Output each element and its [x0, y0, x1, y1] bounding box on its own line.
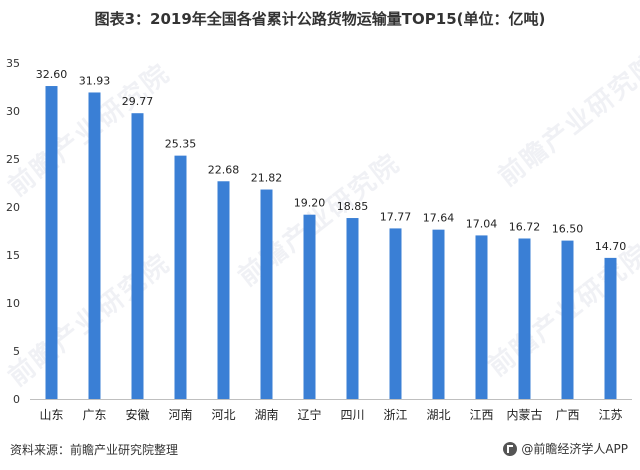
bar	[346, 218, 359, 399]
source-note: 资料来源：前瞻产业研究院整理	[10, 443, 179, 457]
x-tick-label: 河南	[168, 407, 192, 422]
bar	[260, 189, 273, 399]
bar	[131, 113, 144, 399]
x-tick-label: 内蒙古	[506, 407, 542, 422]
y-tick-label: 30	[6, 105, 20, 118]
chart-title: 图表3：2019年全国各省累计公路货物运输量TOP15(单位：亿吨)	[94, 10, 546, 28]
brand-credit-text: @前瞻经济学人APP	[521, 442, 628, 456]
x-tick-label: 浙江	[383, 408, 407, 422]
bar-value-label: 25.35	[165, 138, 197, 151]
bar	[303, 214, 316, 399]
x-tick-label: 江苏	[598, 408, 622, 422]
bar-value-label: 17.64	[423, 212, 455, 225]
x-tick-label: 湖南	[254, 407, 278, 422]
bar-value-label: 16.50	[552, 223, 584, 236]
bar-value-label: 16.72	[509, 220, 541, 233]
x-tick-label: 湖北	[426, 407, 450, 422]
bar-value-label: 32.60	[36, 68, 68, 81]
bar	[475, 235, 488, 399]
y-tick-label: 5	[13, 345, 20, 358]
bar-value-label: 14.70	[595, 240, 627, 253]
bar	[561, 240, 574, 399]
bar-value-label: 19.20	[294, 197, 326, 210]
bar	[432, 229, 445, 399]
y-tick-label: 20	[6, 201, 20, 214]
bar-value-label: 17.77	[380, 210, 412, 223]
bar	[389, 228, 402, 399]
x-tick-label: 辽宁	[297, 407, 321, 422]
bar	[45, 86, 58, 399]
x-tick-label: 山东	[39, 408, 63, 422]
x-tick-label: 广东	[82, 408, 106, 422]
y-tick-label: 15	[6, 249, 20, 262]
bar	[174, 155, 187, 399]
bar-value-label: 17.04	[466, 217, 498, 230]
bar	[604, 257, 617, 399]
bar	[88, 92, 101, 400]
bar	[217, 181, 230, 399]
bar-value-label: 21.82	[251, 172, 283, 185]
x-tick-label: 广西	[555, 408, 579, 422]
bar-value-label: 18.85	[337, 200, 369, 213]
y-tick-label: 25	[6, 153, 20, 166]
x-tick-label: 四川	[340, 408, 364, 422]
bar-value-label: 22.68	[208, 163, 240, 176]
x-tick-label: 河北	[211, 408, 235, 422]
x-tick-label: 江西	[469, 408, 493, 422]
x-tick-label: 安徽	[125, 407, 149, 422]
y-tick-label: 0	[13, 393, 20, 406]
brand-logo-icon	[503, 441, 518, 456]
y-tick-label: 10	[6, 297, 20, 310]
bar	[518, 238, 531, 399]
brand-credit: @前瞻经济学人APP	[503, 440, 628, 457]
bar-value-label: 31.93	[79, 74, 111, 87]
y-tick-label: 35	[6, 57, 20, 70]
bar-value-label: 29.77	[122, 95, 154, 108]
